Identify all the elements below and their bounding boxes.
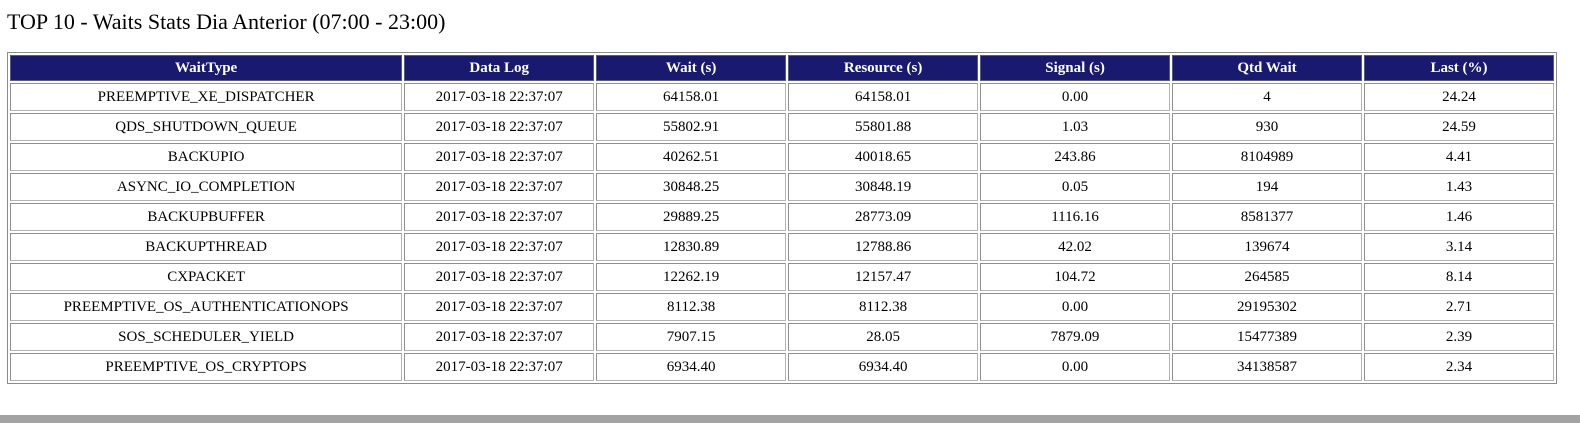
- cell-signal-s: 1.03: [980, 113, 1171, 141]
- table-row: PREEMPTIVE_OS_AUTHENTICATIONOPS 2017-03-1…: [10, 293, 1554, 321]
- cell-data-log: 2017-03-18 22:37:07: [404, 143, 595, 171]
- header-row: WaitType Data Log Wait (s) Resource (s) Sign…: [10, 55, 1554, 81]
- cell-waittype: BACKUPIO: [10, 143, 403, 171]
- cell-resource-s: 55801.88: [788, 113, 979, 141]
- waits-stats-table: WaitType Data Log Wait (s) Resource (s) Sign…: [7, 52, 1557, 384]
- table-row: CXPACKET 2017-03-18 22:37:07 12262.19 12157…: [10, 263, 1554, 291]
- cell-wait-s: 55802.91: [596, 113, 787, 141]
- cell-qtd-wait: 8104989: [1172, 143, 1362, 171]
- cell-qtd-wait: 8581377: [1172, 203, 1362, 231]
- cell-wait-s: 8112.38: [596, 293, 787, 321]
- table-row: BACKUPBUFFER 2017-03-18 22:37:07 29889.25 2…: [10, 203, 1554, 231]
- cell-signal-s: 1116.16: [980, 203, 1171, 231]
- cell-data-log: 2017-03-18 22:37:07: [404, 203, 595, 231]
- cell-qtd-wait: 34138587: [1172, 353, 1362, 381]
- cell-last-pct: 3.14: [1363, 233, 1554, 261]
- table-row: SOS_SCHEDULER_YIELD 2017-03-18 22:37:07 79…: [10, 323, 1554, 351]
- cell-waittype: PREEMPTIVE_XE_DISPATCHER: [10, 83, 403, 111]
- column-header-signal-s: Signal (s): [980, 55, 1171, 81]
- cell-signal-s: 0.05: [980, 173, 1171, 201]
- cell-signal-s: 0.00: [980, 353, 1171, 381]
- table-row: BACKUPIO 2017-03-18 22:37:07 40262.51 40018…: [10, 143, 1554, 171]
- cell-signal-s: 104.72: [980, 263, 1171, 291]
- cell-wait-s: 6934.40: [596, 353, 787, 381]
- cell-resource-s: 30848.19: [788, 173, 979, 201]
- horizontal-scrollbar[interactable]: [0, 413, 1580, 423]
- column-header-qtd-wait: Qtd Wait: [1172, 55, 1362, 81]
- table-row: BACKUPTHREAD 2017-03-18 22:37:07 12830.89 1…: [10, 233, 1554, 261]
- cell-data-log: 2017-03-18 22:37:07: [404, 323, 595, 351]
- cell-waittype: PREEMPTIVE_OS_AUTHENTICATIONOPS: [10, 293, 403, 321]
- cell-last-pct: 2.34: [1363, 353, 1554, 381]
- cell-data-log: 2017-03-18 22:37:07: [404, 173, 595, 201]
- column-header-waittype: WaitType: [10, 55, 403, 81]
- cell-wait-s: 12262.19: [596, 263, 787, 291]
- cell-resource-s: 28.05: [788, 323, 979, 351]
- cell-last-pct: 4.41: [1363, 143, 1554, 171]
- cell-resource-s: 64158.01: [788, 83, 979, 111]
- cell-wait-s: 30848.25: [596, 173, 787, 201]
- cell-resource-s: 6934.40: [788, 353, 979, 381]
- table-row: PREEMPTIVE_XE_DISPATCHER 2017-03-18 22:37…: [10, 83, 1554, 111]
- column-header-data-log: Data Log: [404, 55, 595, 81]
- cell-qtd-wait: 4: [1172, 83, 1362, 111]
- cell-waittype: BACKUPTHREAD: [10, 233, 403, 261]
- cell-last-pct: 8.14: [1363, 263, 1554, 291]
- cell-qtd-wait: 139674: [1172, 233, 1362, 261]
- cell-resource-s: 12157.47: [788, 263, 979, 291]
- cell-last-pct: 24.24: [1363, 83, 1554, 111]
- cell-last-pct: 24.59: [1363, 113, 1554, 141]
- cell-waittype: CXPACKET: [10, 263, 403, 291]
- page-title: TOP 10 - Waits Stats Dia Anterior (07:00…: [7, 9, 446, 34]
- cell-qtd-wait: 194: [1172, 173, 1362, 201]
- cell-resource-s: 8112.38: [788, 293, 979, 321]
- cell-data-log: 2017-03-18 22:37:07: [404, 353, 595, 381]
- cell-data-log: 2017-03-18 22:37:07: [404, 113, 595, 141]
- cell-wait-s: 40262.51: [596, 143, 787, 171]
- cell-last-pct: 1.43: [1363, 173, 1554, 201]
- cell-data-log: 2017-03-18 22:37:07: [404, 233, 595, 261]
- cell-last-pct: 1.46: [1363, 203, 1554, 231]
- cell-waittype: ASYNC_IO_COMPLETION: [10, 173, 403, 201]
- cell-wait-s: 64158.01: [596, 83, 787, 111]
- cell-signal-s: 42.02: [980, 233, 1171, 261]
- cell-data-log: 2017-03-18 22:37:07: [404, 293, 595, 321]
- table-header: WaitType Data Log Wait (s) Resource (s) Sign…: [10, 55, 1554, 81]
- cell-waittype: BACKUPBUFFER: [10, 203, 403, 231]
- cell-wait-s: 12830.89: [596, 233, 787, 261]
- cell-signal-s: 0.00: [980, 83, 1171, 111]
- cell-qtd-wait: 15477389: [1172, 323, 1362, 351]
- cell-data-log: 2017-03-18 22:37:07: [404, 263, 595, 291]
- table-body: PREEMPTIVE_XE_DISPATCHER 2017-03-18 22:37…: [10, 83, 1554, 381]
- cell-waittype: SOS_SCHEDULER_YIELD: [10, 323, 403, 351]
- cell-data-log: 2017-03-18 22:37:07: [404, 83, 595, 111]
- cell-signal-s: 7879.09: [980, 323, 1171, 351]
- cell-resource-s: 40018.65: [788, 143, 979, 171]
- cell-qtd-wait: 930: [1172, 113, 1362, 141]
- cell-waittype: PREEMPTIVE_OS_CRYPTOPS: [10, 353, 403, 381]
- table-row: PREEMPTIVE_OS_CRYPTOPS 2017-03-18 22:37:0…: [10, 353, 1554, 381]
- cell-waittype: QDS_SHUTDOWN_QUEUE: [10, 113, 403, 141]
- cell-wait-s: 29889.25: [596, 203, 787, 231]
- column-header-last-pct: Last (%): [1363, 55, 1554, 81]
- column-header-resource-s: Resource (s): [788, 55, 979, 81]
- cell-resource-s: 12788.86: [788, 233, 979, 261]
- cell-last-pct: 2.71: [1363, 293, 1554, 321]
- cell-last-pct: 2.39: [1363, 323, 1554, 351]
- cell-qtd-wait: 29195302: [1172, 293, 1362, 321]
- table-row: ASYNC_IO_COMPLETION 2017-03-18 22:37:07 30…: [10, 173, 1554, 201]
- column-header-wait-s: Wait (s): [596, 55, 787, 81]
- table-row: QDS_SHUTDOWN_QUEUE 2017-03-18 22:37:07 558…: [10, 113, 1554, 141]
- cell-signal-s: 243.86: [980, 143, 1171, 171]
- cell-signal-s: 0.00: [980, 293, 1171, 321]
- cell-wait-s: 7907.15: [596, 323, 787, 351]
- cell-qtd-wait: 264585: [1172, 263, 1362, 291]
- cell-resource-s: 28773.09: [788, 203, 979, 231]
